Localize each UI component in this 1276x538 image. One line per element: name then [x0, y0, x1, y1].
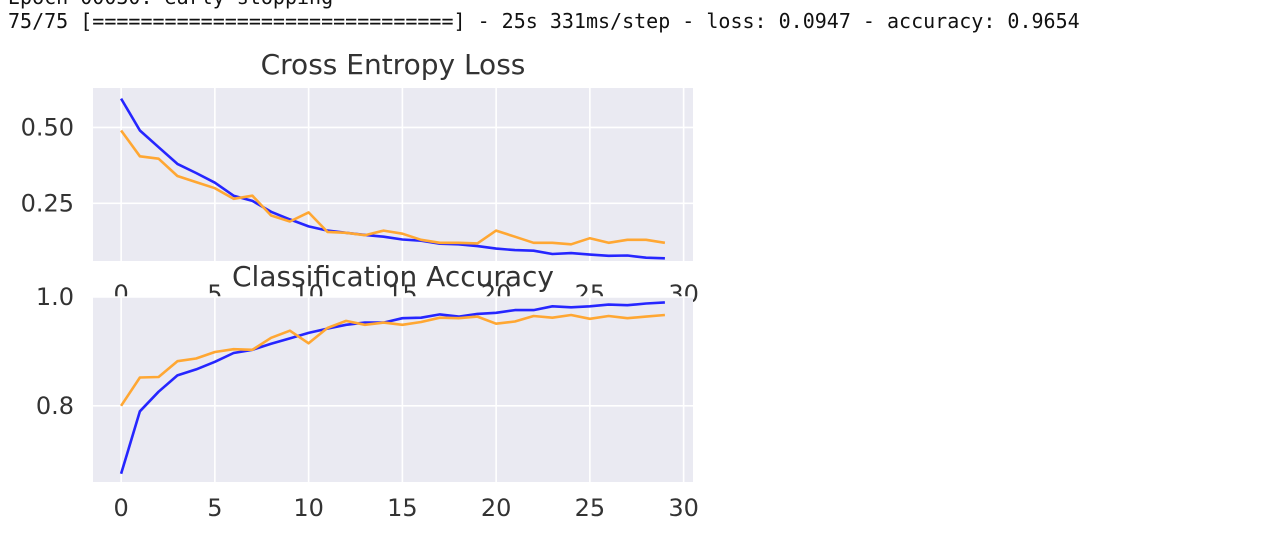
accuracy-chart: 0 5 10 15 20 25 30 0.8 1.0 Classification Accurac…	[36, 260, 699, 522]
loss-test-series-line	[120, 129, 666, 246]
loss-y-tick-label: 0.50	[21, 113, 74, 141]
console-output: Epoch 00030: early stopping 75/75 [=====…	[0, 0, 1276, 40]
accuracy-x-tick-label: 30	[668, 494, 699, 522]
accuracy-y-tick-label: 0.8	[36, 392, 74, 420]
accuracy-y-tick-label: 1.0	[36, 283, 74, 311]
accuracy-train-series-line	[119, 301, 665, 475]
accuracy-x-tick-label: 15	[387, 494, 418, 522]
loss-y-tick-label: 0.25	[21, 189, 74, 217]
accuracy-x-tick-label: 5	[207, 494, 222, 522]
console-line-early-stopping: Epoch 00030: early stopping	[8, 0, 333, 9]
accuracy-x-tick-label: 20	[481, 494, 512, 522]
accuracy-test-series-line	[120, 313, 666, 407]
loss-train-series-line	[119, 97, 665, 260]
accuracy-x-tick-label: 10	[293, 494, 324, 522]
console-line-progress: 75/75 [==============================] -…	[8, 9, 1080, 33]
loss-plot-area	[93, 88, 693, 261]
accuracy-chart-title: Classification Accuracy	[232, 260, 554, 293]
training-history-figure: 0 5 10 15 20 25 30 0.25 0.50 Cross Entropy Loss 0…	[21, 48, 699, 522]
accuracy-x-tick-label: 0	[113, 494, 128, 522]
loss-chart-title: Cross Entropy Loss	[261, 48, 526, 81]
accuracy-x-tick-label: 25	[575, 494, 606, 522]
accuracy-plot-area	[93, 297, 693, 482]
